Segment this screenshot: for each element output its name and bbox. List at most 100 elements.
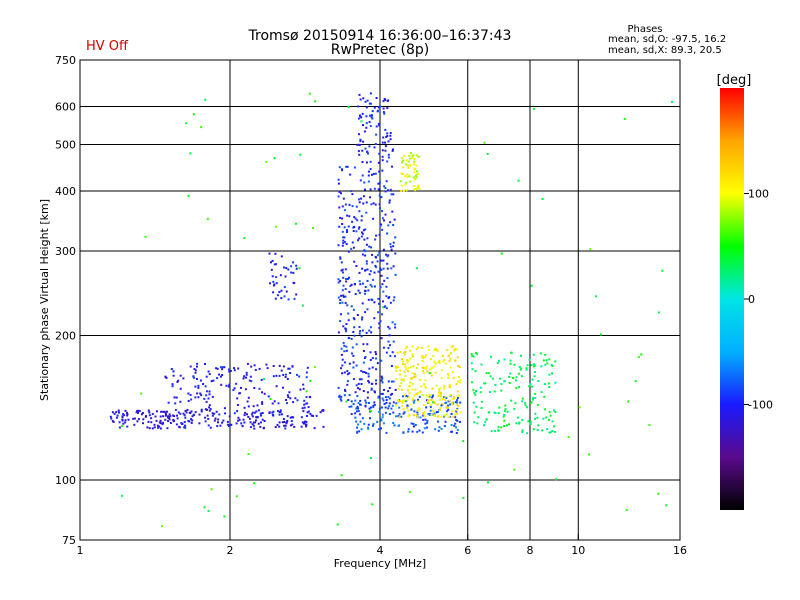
echo-point: [278, 374, 281, 377]
echo-point: [290, 271, 293, 274]
echo-point: [372, 423, 375, 426]
echo-point: [312, 227, 314, 230]
echo-point: [352, 246, 355, 249]
echo-point: [383, 219, 385, 222]
echo-point: [379, 181, 381, 184]
echo-point: [286, 415, 289, 418]
echo-point: [387, 325, 390, 328]
echo-point: [300, 425, 303, 428]
echo-point: [344, 388, 346, 391]
echo-point: [452, 397, 455, 400]
echo-point: [526, 432, 529, 435]
echo-point: [418, 187, 421, 190]
echo-point: [533, 375, 536, 378]
echo-point: [371, 253, 373, 256]
echo-point: [263, 392, 266, 395]
echo-point: [172, 418, 175, 421]
echo-point: [386, 255, 389, 258]
echo-point: [366, 99, 369, 102]
echo-point: [540, 365, 543, 368]
echo-point: [550, 364, 553, 366]
echo-point: [135, 411, 138, 414]
echo-point: [397, 415, 400, 418]
echo-point: [362, 195, 365, 198]
echo-point: [373, 301, 376, 304]
echo-point: [382, 107, 385, 110]
echo-point: [343, 371, 346, 374]
echo-point: [261, 391, 263, 394]
echo-point: [342, 197, 345, 200]
echo-point: [346, 370, 349, 373]
echo-point: [510, 399, 513, 402]
echo-point: [475, 353, 478, 356]
echo-point: [408, 414, 411, 417]
echo-point: [381, 283, 384, 286]
echo-point: [553, 430, 556, 433]
echo-point: [146, 426, 149, 429]
echo-point: [257, 422, 260, 425]
echo-point: [542, 359, 545, 362]
echo-point: [258, 367, 261, 370]
echo-point: [229, 369, 232, 372]
echo-point: [455, 432, 458, 434]
echo-point: [124, 419, 127, 422]
echo-point: [305, 423, 308, 426]
echo-point: [428, 395, 431, 398]
echo-point: [443, 387, 445, 390]
echo-point: [205, 375, 208, 378]
echo-point: [543, 395, 546, 398]
echo-point: [370, 298, 373, 301]
echo-point: [408, 392, 411, 395]
echo-point: [537, 380, 540, 382]
echo-point: [363, 181, 366, 184]
echo-point: [402, 189, 405, 192]
echo-point: [409, 180, 412, 183]
echo-point: [432, 355, 435, 358]
echo-point: [370, 285, 373, 288]
echo-point: [400, 184, 403, 187]
echo-point: [358, 430, 361, 433]
echo-point: [457, 365, 460, 367]
echo-point: [266, 367, 269, 370]
echo-point: [425, 394, 428, 397]
echo-point: [503, 380, 506, 382]
echo-point: [416, 416, 419, 419]
echo-point: [364, 188, 366, 191]
echo-point: [443, 414, 446, 417]
echo-point: [243, 421, 246, 424]
echo-point: [524, 402, 527, 405]
echo-point: [252, 424, 255, 427]
echo-point: [358, 291, 361, 294]
echo-point: [221, 366, 224, 369]
echo-point: [342, 325, 345, 328]
echo-point: [503, 413, 506, 416]
echo-point: [115, 416, 118, 419]
echo-point: [480, 363, 483, 366]
echo-point: [484, 421, 487, 424]
echo-point: [409, 381, 412, 384]
echo-point: [362, 282, 364, 285]
echo-point: [370, 203, 373, 206]
echo-point: [360, 219, 363, 222]
echo-point: [280, 413, 283, 416]
echo-point: [454, 413, 457, 416]
echo-point: [364, 311, 367, 314]
echo-point: [173, 415, 176, 418]
echo-point: [358, 271, 361, 274]
echo-point: [344, 390, 347, 392]
echo-point: [199, 379, 202, 382]
echo-point: [346, 380, 349, 383]
echo-point: [228, 368, 230, 371]
echo-point: [541, 198, 544, 200]
echo-point: [380, 268, 383, 271]
echo-point: [343, 236, 346, 239]
echo-point: [407, 428, 410, 431]
echo-point: [372, 202, 375, 205]
echo-point: [338, 395, 341, 398]
echo-point: [381, 141, 384, 144]
echo-point: [413, 394, 416, 397]
echo-point: [342, 271, 344, 274]
echo-point: [410, 422, 413, 425]
echo-point: [259, 425, 262, 428]
echo-point: [280, 289, 283, 292]
